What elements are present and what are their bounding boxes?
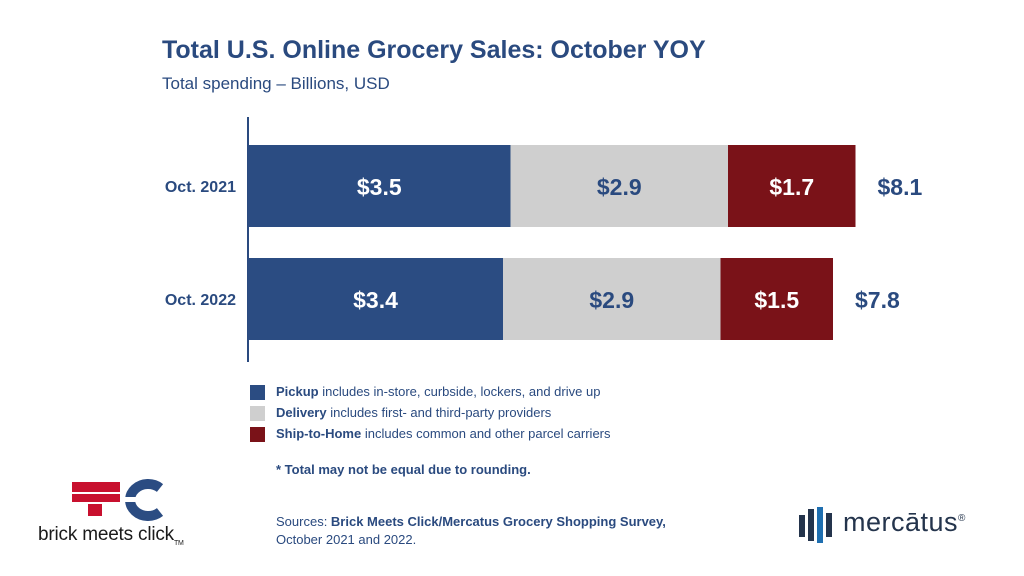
data-label-pickup: $3.5 bbox=[357, 174, 402, 200]
total-label: $8.1 bbox=[878, 174, 923, 200]
legend-label-delivery: Delivery includes first- and third-party… bbox=[276, 405, 552, 420]
mercatus-logo-mark bbox=[799, 507, 832, 543]
mercatus-wordmark: mercātus® bbox=[843, 507, 966, 537]
brick-meets-click-logo: brick meets clickTM bbox=[38, 478, 228, 548]
data-label-delivery: $2.9 bbox=[597, 174, 642, 200]
bar-ship-to-home bbox=[728, 145, 856, 227]
bar-delivery bbox=[503, 258, 721, 340]
legend-swatch-delivery bbox=[250, 406, 265, 421]
data-label-delivery: $2.9 bbox=[589, 287, 634, 313]
sources-citation: Sources: Brick Meets Click/Mercatus Groc… bbox=[276, 514, 666, 547]
rounding-note: * Total may not be equal due to rounding… bbox=[276, 462, 531, 477]
data-label-ship-to-home: $1.7 bbox=[769, 174, 814, 200]
data-label-ship-to-home: $1.5 bbox=[754, 287, 799, 313]
bar-pickup bbox=[248, 258, 503, 340]
bar-delivery bbox=[510, 145, 728, 227]
bar-pickup bbox=[248, 145, 511, 227]
legend-swatch-pickup bbox=[250, 385, 265, 400]
chart-subtitle: Total spending – Billions, USD bbox=[162, 74, 390, 93]
category-label: Oct. 2021 bbox=[165, 179, 236, 196]
bar-ship-to-home bbox=[720, 258, 833, 340]
legend-label-pickup: Pickup includes in-store, curbside, lock… bbox=[276, 384, 601, 399]
legend-label-ship-to-home: Ship-to-Home includes common and other p… bbox=[276, 426, 611, 441]
total-label: $7.8 bbox=[855, 287, 900, 313]
chart-title: Total U.S. Online Grocery Sales: October… bbox=[162, 36, 706, 64]
category-label: Oct. 2022 bbox=[165, 292, 236, 309]
brick-meets-click-logo-mark bbox=[72, 479, 164, 521]
brick-meets-click-wordmark: brick meets clickTM bbox=[38, 524, 184, 547]
legend-swatch-ship-to-home bbox=[250, 427, 265, 442]
mercatus-logo: mercātus® bbox=[795, 505, 995, 545]
data-label-pickup: $3.4 bbox=[353, 287, 398, 313]
